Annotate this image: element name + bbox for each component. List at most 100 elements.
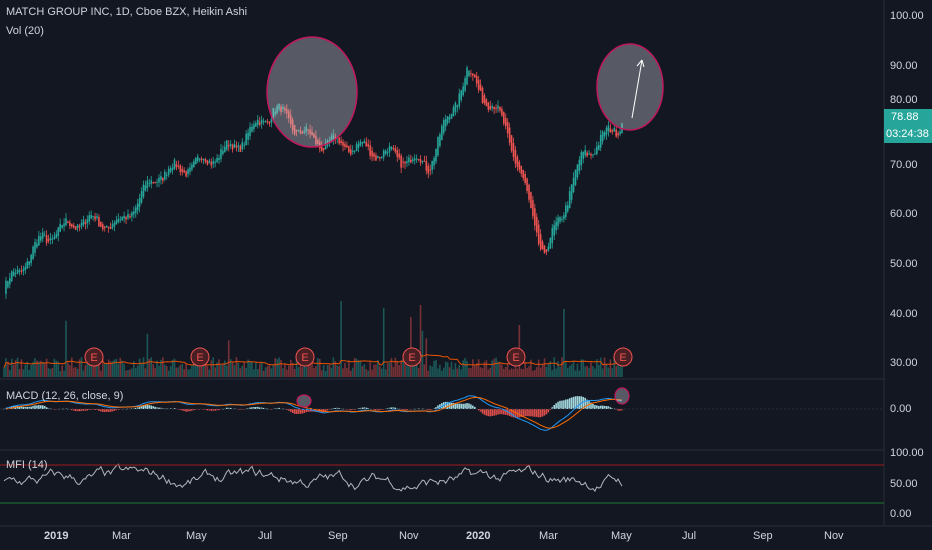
candle-body xyxy=(468,70,470,77)
candle-body xyxy=(90,214,92,219)
macd-histogram-bar xyxy=(305,409,308,413)
highlight-circle-2019-peak[interactable] xyxy=(266,36,358,148)
volume-bar xyxy=(510,368,513,377)
earnings-marker[interactable]: E xyxy=(190,347,210,367)
macd-tick: 0.00 xyxy=(890,403,912,415)
macd-histogram-bar xyxy=(146,404,149,409)
candle-body xyxy=(584,149,586,156)
earnings-marker[interactable]: E xyxy=(402,347,422,367)
candle-body xyxy=(253,124,255,130)
macd-histogram-bar xyxy=(330,408,333,410)
volume-bar xyxy=(125,370,127,377)
candle-body xyxy=(125,217,127,220)
macd-histogram-bar xyxy=(253,407,255,409)
candle-body xyxy=(148,183,151,185)
mfi-label[interactable]: MFI (14) xyxy=(6,459,48,471)
macd-histogram-bar xyxy=(359,407,362,409)
volume-bar xyxy=(210,360,213,377)
volume-bar xyxy=(276,359,278,377)
volume-bar xyxy=(24,364,27,377)
candle-body xyxy=(311,131,313,136)
volume-bar xyxy=(200,364,203,377)
candle-body xyxy=(377,156,379,158)
macd-histogram-bar xyxy=(45,407,48,409)
volume-bar xyxy=(74,367,77,377)
candle-body xyxy=(189,167,191,172)
candle-body xyxy=(280,106,282,112)
macd-histogram-bar xyxy=(131,408,133,409)
price-tick: 70.00 xyxy=(890,159,918,171)
volume-bar xyxy=(603,357,606,377)
volume-bar xyxy=(222,364,224,377)
candle-body xyxy=(386,152,389,154)
macd-histogram-bar xyxy=(437,405,439,409)
macd-histogram-bar xyxy=(504,409,507,415)
earnings-marker[interactable]: E xyxy=(613,347,633,367)
volume-bar xyxy=(499,362,501,377)
macd-histogram-bar xyxy=(545,409,548,415)
svg-text:E: E xyxy=(512,352,519,364)
volume-bar xyxy=(320,370,323,377)
volume-bar xyxy=(584,366,586,377)
candle-body xyxy=(501,108,503,116)
macd-histogram-bar xyxy=(541,409,544,417)
volume-bar xyxy=(390,358,393,377)
candle-body xyxy=(495,108,497,110)
candle-body xyxy=(136,203,139,211)
volume-bar xyxy=(570,364,573,377)
volume-bar xyxy=(249,361,251,377)
macd-histogram-bar xyxy=(202,409,205,410)
volume-label[interactable]: Vol (20) xyxy=(6,25,44,37)
candle-body xyxy=(260,119,263,124)
volume-bar xyxy=(158,365,160,377)
macd-histogram-bar xyxy=(322,409,325,413)
volume-bar xyxy=(121,360,123,377)
candle-body xyxy=(518,161,521,170)
highlight-circle-2020-peak[interactable] xyxy=(596,43,664,131)
candle-body xyxy=(535,216,538,233)
volume-bar xyxy=(377,359,379,377)
volume-bar xyxy=(105,363,108,377)
volume-bar xyxy=(127,370,129,377)
candle-body xyxy=(231,144,234,150)
volume-bar xyxy=(129,369,131,377)
trend-arrow[interactable] xyxy=(631,59,643,119)
macd-histogram-bar xyxy=(466,403,468,409)
volume-bar xyxy=(102,358,104,377)
volume-bar xyxy=(479,367,482,377)
macd-histogram-bar xyxy=(503,409,505,415)
volume-bar xyxy=(88,361,91,377)
volume-bar xyxy=(621,359,623,377)
volume-bar xyxy=(160,359,162,377)
macd-histogram-bar xyxy=(136,407,139,409)
volume-bar xyxy=(367,370,370,377)
candle-body xyxy=(183,170,185,173)
earnings-marker[interactable]: E xyxy=(84,347,104,367)
earnings-marker[interactable]: E xyxy=(295,347,315,367)
volume-bar xyxy=(607,367,610,377)
volume-bar xyxy=(363,364,366,377)
volume-bar xyxy=(382,307,385,377)
candle-body xyxy=(520,165,523,174)
candle-body xyxy=(10,271,13,282)
volume-bar xyxy=(456,368,459,377)
macd-histogram-bar xyxy=(34,405,36,409)
volume-bar xyxy=(442,367,445,377)
candle-body xyxy=(497,105,499,109)
macd-histogram-bar xyxy=(72,409,75,411)
symbol-title[interactable]: MATCH GROUP INC, 1D, Cboe BZX, Heikin As… xyxy=(6,6,248,18)
macd-label[interactable]: MACD (12, 26, close, 9) xyxy=(6,390,124,402)
candle-body xyxy=(289,114,292,125)
macd-histogram-bar xyxy=(177,409,180,410)
macd-histogram-bar xyxy=(487,409,490,417)
highlight-circle-macd-recent[interactable] xyxy=(614,387,630,405)
macd-histogram-bar xyxy=(450,402,453,409)
earnings-marker[interactable]: E xyxy=(506,347,526,367)
price-tick: 30.00 xyxy=(890,357,918,369)
highlight-circle-macd[interactable] xyxy=(296,394,312,408)
volume-bar xyxy=(495,357,497,377)
macd-histogram-bar xyxy=(472,405,474,409)
macd-histogram-bar xyxy=(256,406,259,409)
